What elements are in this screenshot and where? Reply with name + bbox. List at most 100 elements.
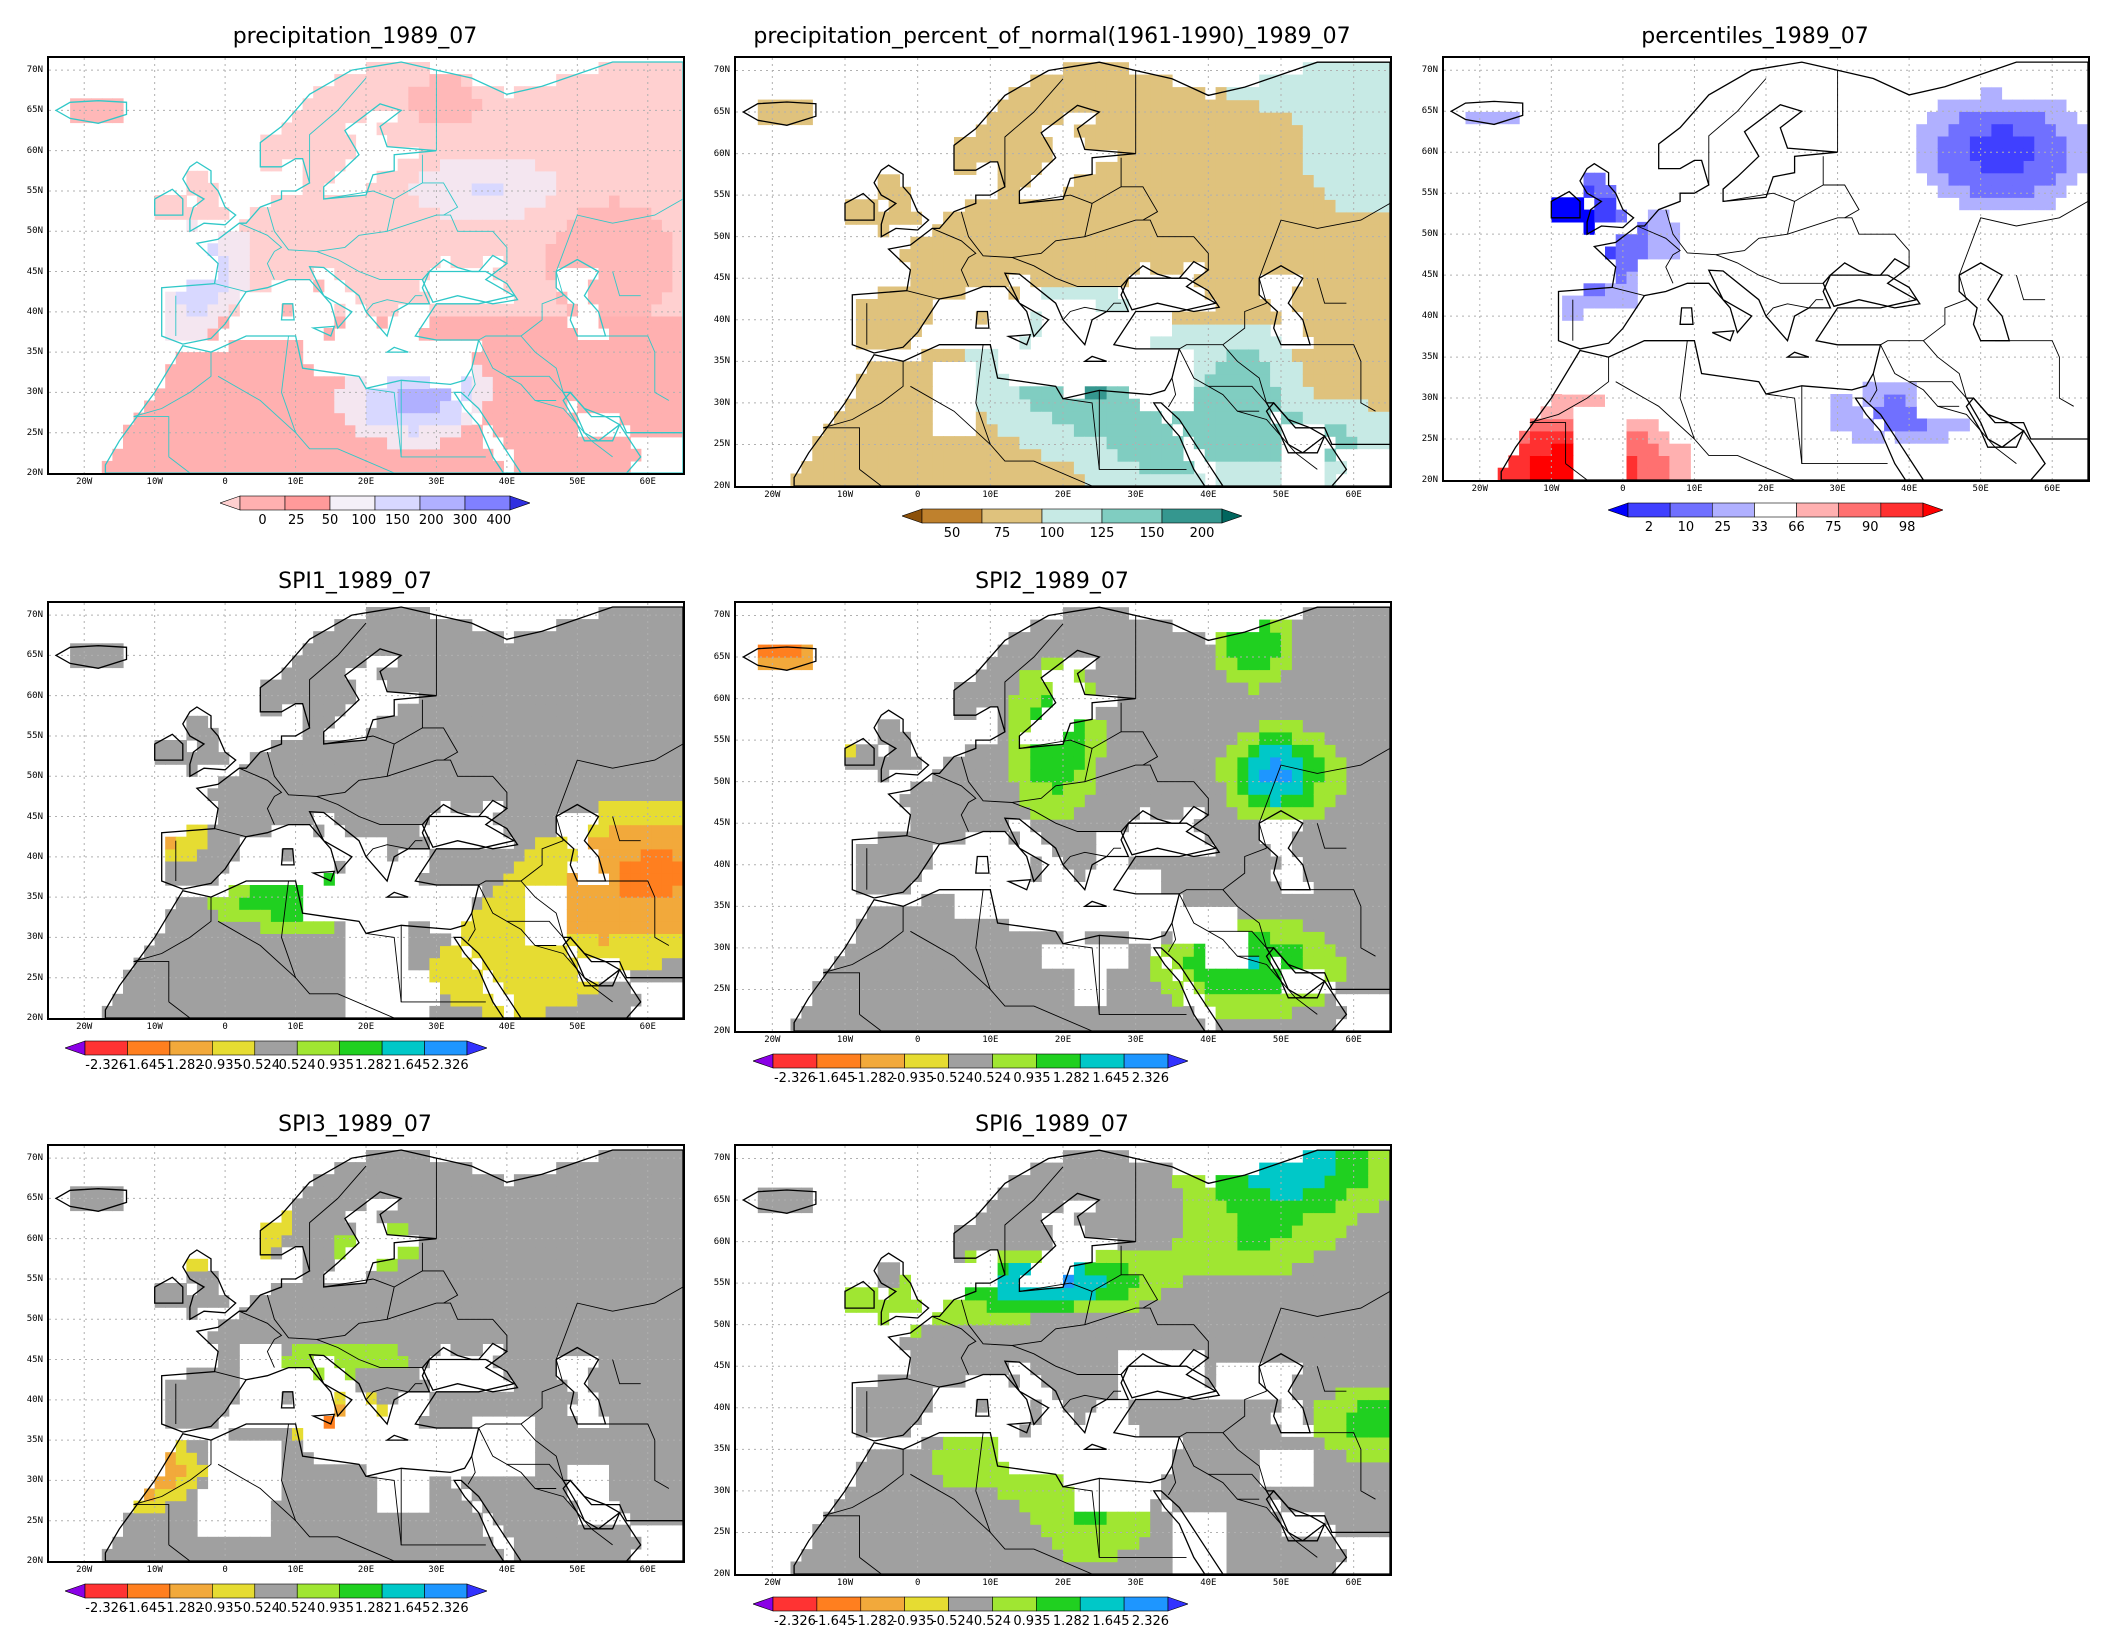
lon-tick-label: 10E [1686,484,1702,494]
colorbar-tick-label: -1.282 [162,1601,204,1616]
lon-tick-label: 30E [1128,490,1144,500]
colorbar-tick-label: 33 [1751,520,1768,535]
panel-title: SPI2_1989_07 [712,569,1392,594]
lon-tick-label: 30E [428,1022,444,1032]
colorbar-tick-label: 66 [1788,520,1805,535]
lon-tick-label: 50E [569,1022,585,1032]
lat-tick-label: 60N [696,1237,730,1247]
lon-tick-label: 40E [499,1565,515,1575]
lat-tick-label: 45N [696,1361,730,1371]
map-plot [47,56,685,475]
lat-tick-label: 30N [9,387,43,397]
lat-tick-label: 55N [9,186,43,196]
colorbar-tick-label: -2.326 [85,1601,127,1616]
lat-tick-label: 70N [1404,65,1438,75]
lon-tick-label: 10W [1543,484,1559,494]
lon-tick-label: 30E [428,477,444,487]
panel-title: percentiles_1989_07 [1420,24,2090,49]
map-plot [47,1144,685,1563]
colorbar-tick-label: -1.645 [123,1601,165,1616]
lat-tick-label: 60N [696,149,730,159]
lat-tick-label: 45N [696,273,730,283]
colorbar-swatches [753,1053,1188,1069]
lon-tick-label: 20W [76,1022,92,1032]
lat-tick-label: 70N [9,610,43,620]
colorbar-tick-label: 150 [385,513,410,528]
colorbar-tick-label: -0.524 [932,1071,974,1086]
lon-tick-label: 30E [1128,1578,1144,1588]
lat-tick-label: 70N [696,610,730,620]
lat-tick-label: 65N [9,1193,43,1203]
colorbar-tick-label: 50 [944,526,961,541]
lon-tick-label: 20E [358,1022,374,1032]
lat-tick-label: 60N [696,694,730,704]
lat-tick-label: 20N [1404,475,1438,485]
colorbar-tick-label: -1.282 [853,1614,895,1629]
lon-tick-label: 20W [764,1035,780,1045]
lon-tick-label: 30E [428,1565,444,1575]
colorbar-tick-label: 75 [1825,520,1842,535]
lat-tick-label: 45N [696,818,730,828]
lon-tick-label: 60E [1346,1578,1362,1588]
lat-tick-label: 40N [1404,311,1438,321]
lat-tick-label: 30N [696,1486,730,1496]
colorbar-tick-label: 400 [486,513,511,528]
colorbar-tick-label: 125 [1090,526,1115,541]
colorbar-tick-label: 200 [1190,526,1215,541]
lat-tick-label: 55N [696,735,730,745]
lat-tick-label: 60N [9,691,43,701]
lat-tick-label: 45N [9,812,43,822]
colorbar-tick-label: 100 [1040,526,1065,541]
lat-tick-label: 20N [9,1556,43,1566]
lat-tick-label: 50N [9,771,43,781]
lon-tick-label: 0 [222,477,227,487]
lat-tick-label: 60N [9,146,43,156]
lat-tick-label: 25N [696,984,730,994]
map-plot [1442,56,2090,482]
lon-tick-label: 20W [764,490,780,500]
lat-tick-label: 30N [9,932,43,942]
lon-tick-label: 20E [1758,484,1774,494]
colorbar-tick-label: 0 [258,513,266,528]
lat-tick-label: 40N [9,307,43,317]
lon-tick-label: 40E [499,477,515,487]
lon-tick-label: 10E [287,1565,303,1575]
lon-tick-label: 60E [2044,484,2060,494]
colorbar-tick-label: -2.326 [774,1614,816,1629]
map-canvas [49,58,683,473]
colorbar-swatches [65,1583,487,1599]
lat-tick-label: 55N [696,190,730,200]
lon-tick-label: 0 [222,1022,227,1032]
colorbar-tick-label: 1.282 [1053,1071,1090,1086]
lon-tick-label: 0 [915,490,920,500]
colorbar-tick-label: 0.524 [279,1058,316,1073]
lon-tick-label: 10E [287,1022,303,1032]
lat-tick-label: 35N [9,347,43,357]
lon-tick-label: 60E [640,1022,656,1032]
lat-tick-label: 50N [9,1314,43,1324]
colorbar-tick-label: -1.645 [813,1071,855,1086]
lat-tick-label: 55N [1404,188,1438,198]
lat-tick-label: 65N [696,652,730,662]
lon-tick-label: 60E [1346,1035,1362,1045]
lat-tick-label: 35N [9,892,43,902]
lat-tick-label: 40N [9,1395,43,1405]
lon-tick-label: 0 [915,1035,920,1045]
map-canvas [49,603,683,1018]
colorbar-tick-label: 0.524 [279,1601,316,1616]
map-plot [734,601,1392,1033]
colorbar-tick-label: 300 [453,513,478,528]
lat-tick-label: 25N [9,973,43,983]
panel-title: precipitation_percent_of_normal(1961-199… [712,24,1392,49]
lat-tick-label: 20N [9,1013,43,1023]
lat-tick-label: 25N [696,439,730,449]
